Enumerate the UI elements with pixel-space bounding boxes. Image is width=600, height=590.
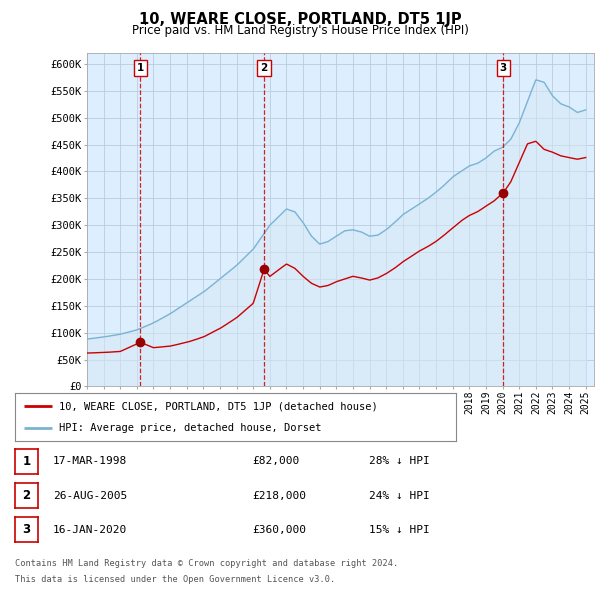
Text: 3: 3 [500, 63, 507, 73]
Text: 1: 1 [22, 455, 31, 468]
Text: £360,000: £360,000 [252, 525, 306, 535]
Text: 10, WEARE CLOSE, PORTLAND, DT5 1JP (detached house): 10, WEARE CLOSE, PORTLAND, DT5 1JP (deta… [59, 401, 378, 411]
Text: 15% ↓ HPI: 15% ↓ HPI [369, 525, 430, 535]
Text: 16-JAN-2020: 16-JAN-2020 [53, 525, 127, 535]
Text: 2: 2 [260, 63, 268, 73]
Text: £218,000: £218,000 [252, 491, 306, 500]
Text: 3: 3 [22, 523, 31, 536]
Text: 17-MAR-1998: 17-MAR-1998 [53, 457, 127, 466]
Text: 2: 2 [22, 489, 31, 502]
Text: Price paid vs. HM Land Registry's House Price Index (HPI): Price paid vs. HM Land Registry's House … [131, 24, 469, 37]
Text: Contains HM Land Registry data © Crown copyright and database right 2024.: Contains HM Land Registry data © Crown c… [15, 559, 398, 568]
Text: 24% ↓ HPI: 24% ↓ HPI [369, 491, 430, 500]
Text: 1: 1 [137, 63, 144, 73]
Text: £82,000: £82,000 [252, 457, 299, 466]
Text: This data is licensed under the Open Government Licence v3.0.: This data is licensed under the Open Gov… [15, 575, 335, 584]
Text: 28% ↓ HPI: 28% ↓ HPI [369, 457, 430, 466]
Text: 10, WEARE CLOSE, PORTLAND, DT5 1JP: 10, WEARE CLOSE, PORTLAND, DT5 1JP [139, 12, 461, 27]
Text: 26-AUG-2005: 26-AUG-2005 [53, 491, 127, 500]
Text: HPI: Average price, detached house, Dorset: HPI: Average price, detached house, Dors… [59, 423, 322, 433]
